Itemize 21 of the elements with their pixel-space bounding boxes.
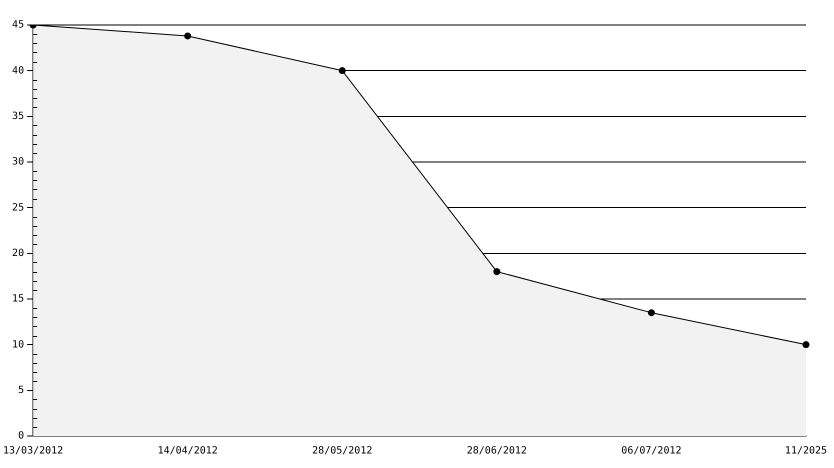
point xyxy=(493,268,500,276)
y-tick-label: 35 xyxy=(12,110,24,122)
y-tick-label: 10 xyxy=(12,339,24,350)
y-tick-label: 5 xyxy=(18,384,24,396)
y-tick-label: 25 xyxy=(12,202,24,214)
point xyxy=(184,32,192,40)
x-tick-label: 28/06/2012 xyxy=(466,446,527,457)
y-tick-label: 45 xyxy=(12,20,24,31)
x-tick-label: 13/03/2012 xyxy=(2,446,64,457)
x-tick-label: 28/05/2012 xyxy=(312,446,372,457)
point xyxy=(802,341,810,348)
y-tick-label: 40 xyxy=(12,65,24,76)
point xyxy=(338,67,346,74)
x-tick-label: 11/2025 xyxy=(784,446,828,457)
y-tick-label: 15 xyxy=(12,294,24,305)
y-tick-label: 20 xyxy=(12,248,24,259)
x-tick-label: 14/04/2012 xyxy=(158,446,218,457)
point xyxy=(648,309,655,316)
y-tick-label: 30 xyxy=(12,156,24,168)
x-tick-label: 06/07/2012 xyxy=(621,446,682,457)
y-tick-label: 0 xyxy=(18,430,24,442)
